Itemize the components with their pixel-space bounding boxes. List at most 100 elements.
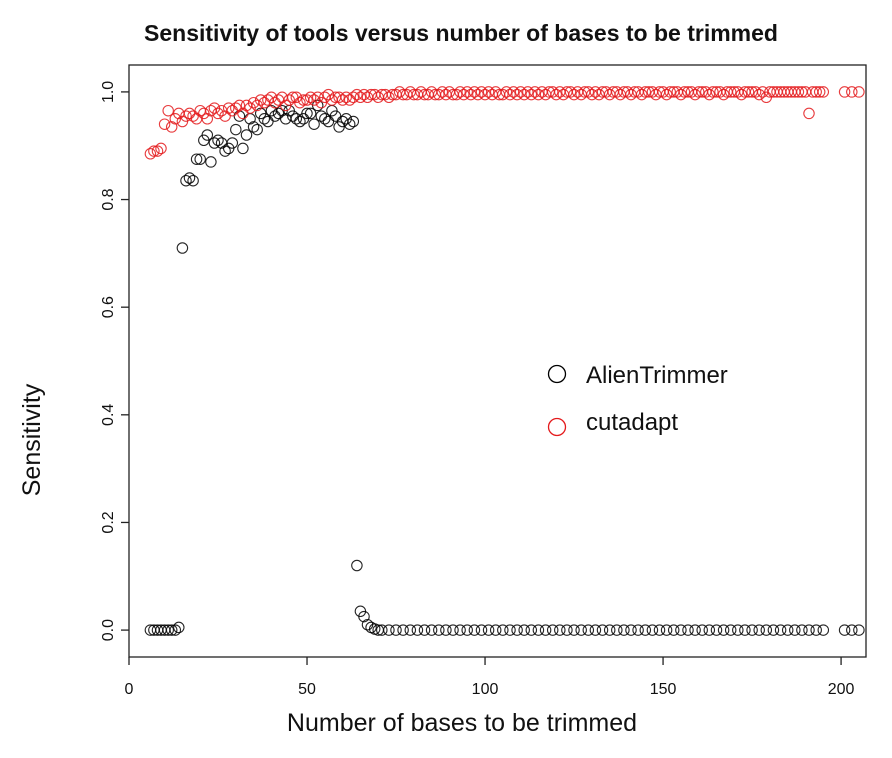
data-point (635, 88, 648, 101)
data-point (618, 624, 630, 636)
data-point (173, 621, 185, 634)
data-point (689, 88, 701, 101)
data-point (415, 86, 427, 98)
data-point (489, 624, 502, 636)
data-point (518, 88, 530, 101)
data-point (546, 86, 559, 98)
data-point (703, 624, 716, 636)
data-point (846, 624, 858, 636)
x-tick-label: 200 (828, 681, 855, 698)
data-point (678, 86, 691, 98)
data-point (301, 94, 313, 106)
data-point (390, 624, 402, 636)
data-point (675, 88, 687, 101)
data-point (340, 91, 352, 104)
data-point (625, 88, 637, 101)
data-point (735, 88, 748, 101)
data-point (511, 88, 523, 101)
x-tick-label: 50 (298, 681, 316, 698)
data-point (518, 624, 530, 636)
data-point (212, 134, 224, 147)
series-alientrimmer (144, 99, 865, 636)
data-point (290, 113, 303, 125)
data-point (532, 624, 545, 636)
data-point (482, 624, 495, 636)
data-point (692, 86, 705, 98)
data-point (183, 172, 196, 184)
data-point (347, 115, 360, 128)
data-point (739, 624, 751, 636)
data-point (514, 86, 527, 98)
data-point (575, 88, 587, 101)
data-point (724, 624, 737, 636)
data-point (468, 86, 481, 98)
data-point (774, 624, 787, 636)
data-point (219, 145, 231, 157)
data-point (262, 94, 274, 106)
data-point (308, 118, 320, 130)
data-point (817, 624, 830, 636)
data-point (703, 88, 716, 101)
x-tick-label: 0 (125, 681, 134, 698)
data-point (301, 107, 313, 120)
data-point (201, 129, 214, 141)
data-point (433, 88, 445, 101)
data-point (554, 624, 566, 636)
data-point (212, 107, 224, 120)
data-point (283, 94, 295, 106)
data-point (568, 88, 580, 101)
data-point (322, 115, 335, 128)
data-point (144, 148, 157, 160)
data-point (226, 137, 239, 149)
data-point (165, 121, 178, 133)
data-point (564, 86, 577, 98)
y-tick-label: 0.0 (100, 619, 117, 641)
data-point (376, 624, 388, 636)
data-point (258, 113, 271, 125)
data-point (660, 624, 673, 636)
data-point (586, 88, 598, 101)
data-point (351, 88, 363, 101)
legend: AlienTrimmer cutadapt (547, 362, 728, 437)
data-point (315, 110, 328, 122)
data-point (582, 624, 595, 636)
data-point (846, 86, 858, 98)
data-point (717, 624, 730, 636)
data-point (639, 86, 652, 98)
data-point (155, 142, 167, 155)
data-point (219, 110, 231, 122)
data-point (717, 88, 730, 101)
data-point (575, 624, 587, 636)
data-point (440, 624, 452, 636)
y-tick-label: 0.4 (100, 404, 117, 426)
series-cutadapt (144, 86, 865, 160)
data-point (425, 624, 438, 636)
data-point (614, 88, 627, 101)
data-point (433, 624, 445, 636)
data-point (789, 624, 801, 636)
data-point (550, 88, 562, 101)
y-axis-title: Sensitivity (18, 383, 46, 496)
data-point (201, 113, 214, 125)
data-point (258, 96, 271, 109)
data-point (582, 86, 595, 98)
data-point (546, 624, 559, 636)
data-point (667, 624, 680, 636)
data-point (660, 88, 673, 101)
data-point (792, 86, 805, 98)
data-point (294, 96, 306, 109)
data-point (749, 86, 762, 98)
data-point (525, 88, 538, 101)
plot-frame (128, 64, 867, 658)
data-point (504, 88, 516, 101)
data-point (810, 624, 822, 636)
data-point (237, 142, 249, 155)
data-point (222, 102, 235, 114)
data-point (336, 94, 349, 106)
data-point (404, 624, 417, 636)
data-point (796, 624, 808, 636)
data-point (454, 624, 466, 636)
chart-title: Sensitivity of tools versus number of ba… (144, 20, 778, 46)
data-point (151, 145, 164, 157)
